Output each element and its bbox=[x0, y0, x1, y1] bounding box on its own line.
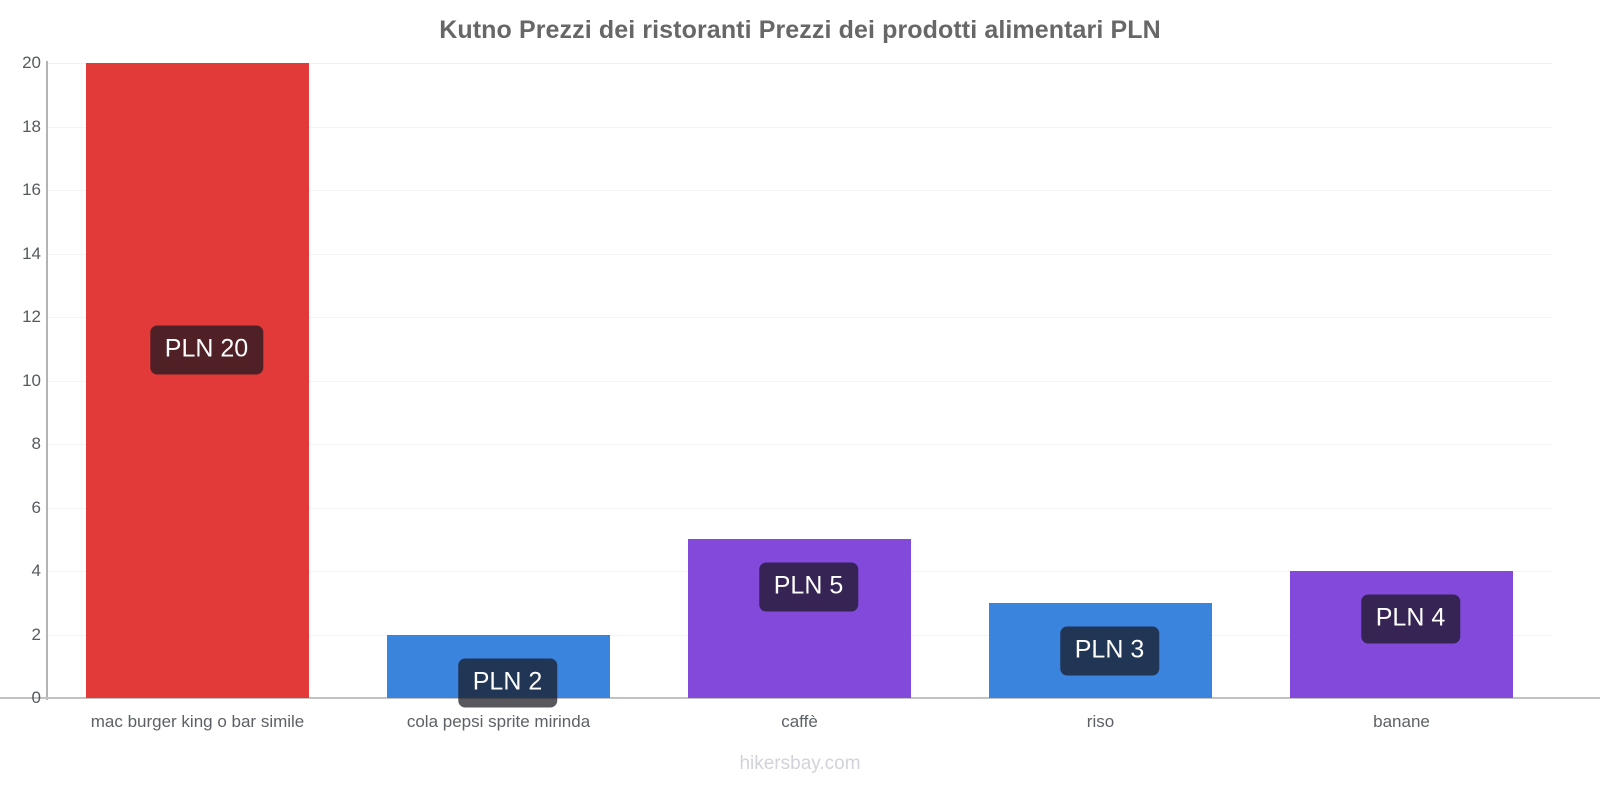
bar[interactable] bbox=[86, 63, 309, 698]
y-axis-tick-label: 8 bbox=[31, 434, 41, 453]
gridline bbox=[47, 190, 1552, 191]
chart-title: Kutno Prezzi dei ristoranti Prezzi dei p… bbox=[439, 16, 1161, 44]
x-axis-category-label: mac burger king o bar simile bbox=[90, 712, 305, 731]
gridline bbox=[47, 507, 1552, 509]
y-axis-tick-label: 14 bbox=[22, 243, 41, 263]
y-axis-tick-label: 2 bbox=[31, 624, 41, 644]
y-axis-tick-labels: 0 2 4 6 8 10 12 14 16 18 20 bbox=[0, 0, 41, 800]
y-axis-tick-label: 10 bbox=[22, 370, 41, 390]
x-axis-category-label: cola pepsi sprite mirinda bbox=[406, 712, 591, 731]
y-axis-tick-label: 4 bbox=[31, 561, 41, 580]
gridline bbox=[47, 253, 1552, 255]
gridline bbox=[47, 444, 1552, 445]
bar-value-label: PLN 5 bbox=[758, 562, 859, 612]
y-axis-line bbox=[46, 61, 48, 700]
x-axis-category-labels: mac burger king o bar simile cola pepsi s… bbox=[0, 712, 1600, 742]
y-axis-tick-label: 18 bbox=[22, 116, 41, 136]
x-axis-line bbox=[0, 697, 1600, 699]
bar-value-label: PLN 3 bbox=[1059, 626, 1160, 676]
bar-value-label: PLN 20 bbox=[149, 325, 264, 375]
x-axis-category-label: riso bbox=[1086, 712, 1115, 731]
gridline bbox=[47, 63, 1552, 64]
gridline bbox=[47, 126, 1552, 128]
bar-value-label: PLN 4 bbox=[1360, 594, 1461, 644]
x-axis-category-label: caffè bbox=[781, 712, 818, 731]
gridline bbox=[47, 317, 1552, 318]
y-axis-tick-label: 12 bbox=[22, 307, 41, 326]
x-axis-category-label: banane bbox=[1373, 712, 1430, 731]
y-axis-tick-label: 16 bbox=[22, 180, 41, 199]
gridline bbox=[47, 380, 1552, 382]
y-axis-tick-label: 6 bbox=[31, 497, 41, 517]
y-axis-tick-label: 0 bbox=[31, 688, 41, 707]
bar-value-label: PLN 2 bbox=[457, 658, 558, 707]
y-axis-tick-label: 20 bbox=[22, 53, 41, 72]
footer-credit: hikersbay.com bbox=[739, 753, 861, 774]
bars-layer: PLN 20 PLN 2 PLN 5 PLN 3 PLN 4 bbox=[86, 63, 1513, 707]
